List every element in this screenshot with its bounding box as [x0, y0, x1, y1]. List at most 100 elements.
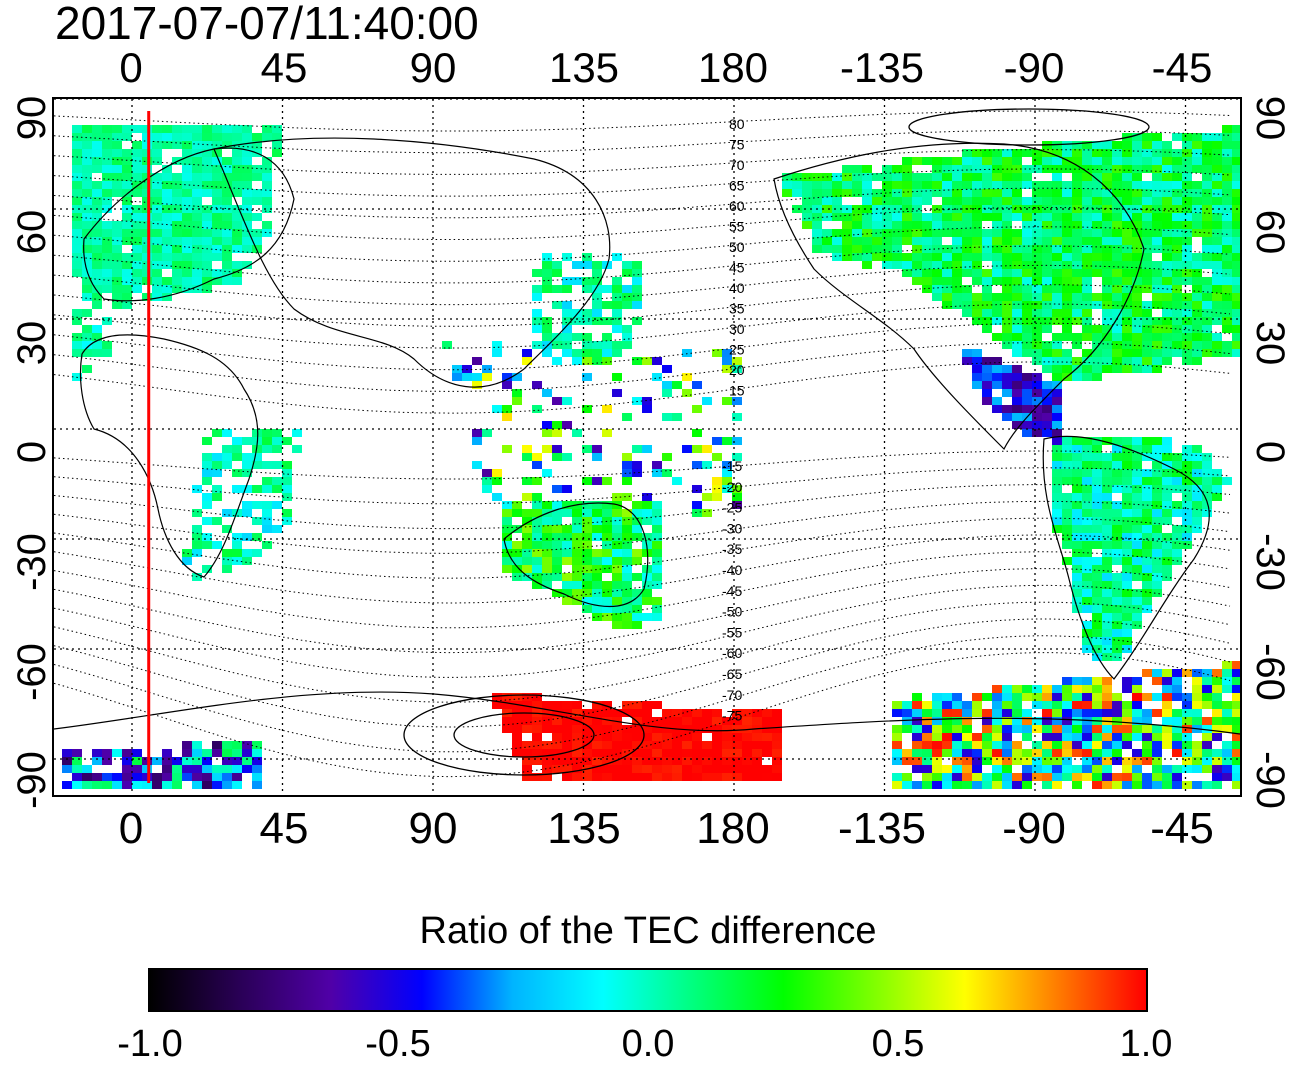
tec-cell: [512, 717, 522, 725]
tec-cell: [1082, 221, 1092, 229]
tec-cell: [142, 125, 152, 133]
tec-cell: [1002, 373, 1012, 381]
tec-cell: [682, 389, 692, 397]
tec-cell: [232, 781, 242, 789]
tec-cell: [202, 125, 212, 133]
tec-cell: [972, 773, 982, 781]
coastline-africa: [79, 334, 259, 578]
tec-cell: [542, 277, 552, 285]
tec-cell: [1042, 701, 1052, 709]
tec-cell: [552, 525, 562, 533]
tec-cell: [1182, 213, 1192, 221]
tec-cell: [742, 709, 752, 717]
tec-cell: [1002, 181, 1012, 189]
tec-cell: [1092, 709, 1102, 717]
tec-cell: [1062, 709, 1072, 717]
tec-cell: [702, 773, 712, 781]
tec-cell: [902, 189, 912, 197]
coastlines: [54, 137, 1240, 735]
tec-cell: [1232, 285, 1240, 293]
tec-cell: [692, 717, 702, 725]
tec-cell: [1162, 357, 1172, 365]
tec-cell: [112, 261, 122, 269]
tec-cell: [142, 157, 152, 165]
tec-cell: [622, 477, 632, 485]
tec-cell: [112, 133, 122, 141]
tec-cell: [1102, 277, 1112, 285]
tec-cell: [1182, 253, 1192, 261]
tec-cell: [1052, 757, 1062, 765]
tec-cell: [1122, 613, 1132, 621]
tec-cell: [132, 205, 142, 213]
tec-cell: [92, 221, 102, 229]
tec-cell: [202, 205, 212, 213]
tec-cell: [1132, 725, 1142, 733]
tec-cell: [742, 773, 752, 781]
tec-cell: [502, 501, 512, 509]
tec-cell: [212, 461, 222, 469]
mag-lat-label: 35: [729, 301, 745, 317]
tec-cell: [1192, 525, 1202, 533]
tec-cell: [482, 365, 492, 373]
tec-cell: [732, 485, 742, 493]
tec-cell: [712, 757, 722, 765]
tec-cell: [162, 261, 172, 269]
tec-cell: [922, 197, 932, 205]
tec-cell: [912, 693, 922, 701]
tec-cell: [672, 381, 682, 389]
tec-cell: [1152, 709, 1162, 717]
tec-cell: [62, 781, 72, 789]
tec-cell: [1202, 157, 1212, 165]
tec-cell: [952, 717, 962, 725]
tec-cell: [1122, 573, 1132, 581]
tec-cell: [1082, 565, 1092, 573]
tec-cell: [1152, 749, 1162, 757]
top-lon-tick: -45: [1151, 44, 1213, 91]
tec-cell: [1002, 253, 1012, 261]
tec-cell: [602, 357, 612, 365]
tec-cell: [192, 541, 202, 549]
tec-cell: [762, 733, 772, 741]
tec-cell: [852, 221, 862, 229]
tec-cell: [1102, 573, 1112, 581]
tec-cell: [872, 253, 882, 261]
tec-cell: [1102, 293, 1112, 301]
tec-cell: [1132, 269, 1142, 277]
tec-cell: [532, 285, 542, 293]
tec-cell: [152, 197, 162, 205]
tec-cell: [1152, 517, 1162, 525]
tec-cell: [1002, 717, 1012, 725]
right-lat-tick: 30: [1248, 320, 1292, 366]
tec-cell: [1072, 685, 1082, 693]
tec-cell: [1042, 381, 1052, 389]
tec-cell: [1162, 189, 1172, 197]
tec-cell: [82, 181, 92, 189]
tec-cell: [1152, 221, 1162, 229]
tec-cell: [612, 749, 622, 757]
tec-cell: [572, 549, 582, 557]
tec-cell: [1212, 749, 1222, 757]
tec-cell: [1202, 333, 1212, 341]
tec-cell: [1112, 213, 1122, 221]
tec-cell: [512, 373, 522, 381]
tec-cell: [1162, 269, 1172, 277]
tec-cell: [662, 725, 672, 733]
tec-cell: [1212, 205, 1222, 213]
tec-cell: [622, 597, 632, 605]
tec-cell: [592, 501, 602, 509]
tec-cell: [1132, 573, 1142, 581]
tec-cell: [202, 157, 212, 165]
tec-cell: [592, 605, 602, 613]
tec-cell: [1142, 533, 1152, 541]
tec-cell: [632, 269, 642, 277]
tec-cell: [1052, 333, 1062, 341]
tec-cell: [202, 453, 212, 461]
tec-cell: [562, 485, 572, 493]
tec-cell: [892, 709, 902, 717]
tec-cell: [1132, 541, 1142, 549]
tec-cell: [1042, 693, 1052, 701]
magnetic-contour: [54, 635, 1231, 753]
tec-cell: [512, 733, 522, 741]
tec-cell: [1152, 141, 1162, 149]
tec-cell: [1162, 733, 1172, 741]
